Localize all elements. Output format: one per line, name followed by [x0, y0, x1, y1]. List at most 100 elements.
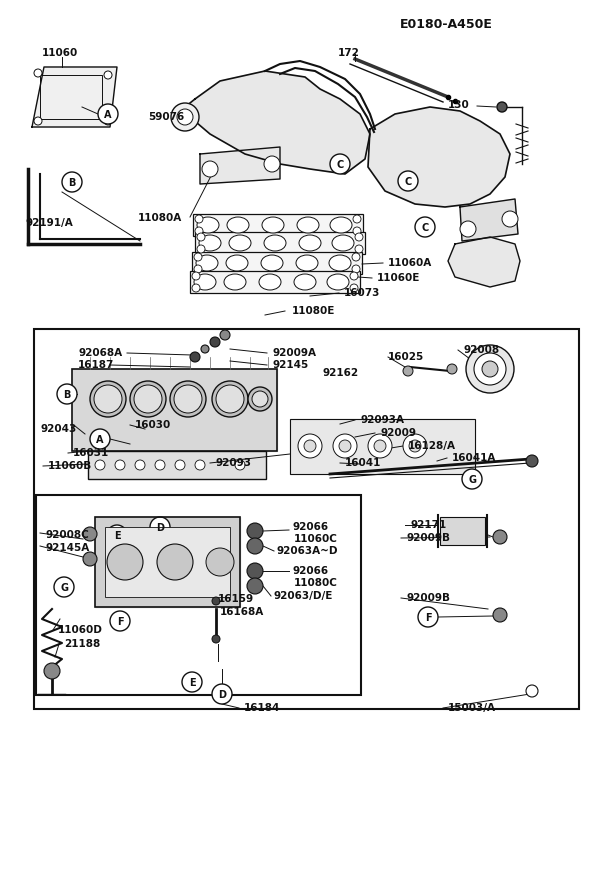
Text: 92066: 92066 — [292, 565, 328, 575]
Ellipse shape — [196, 255, 218, 271]
Text: 92009A: 92009A — [272, 348, 316, 357]
Circle shape — [94, 385, 122, 414]
Ellipse shape — [194, 275, 216, 291]
Circle shape — [353, 216, 361, 224]
Circle shape — [57, 385, 77, 405]
Circle shape — [107, 544, 143, 580]
Text: 16128/A: 16128/A — [408, 441, 456, 450]
Text: 16184: 16184 — [244, 702, 280, 712]
Text: 11060E: 11060E — [377, 273, 420, 283]
Circle shape — [194, 254, 202, 262]
Circle shape — [497, 103, 507, 113]
Text: 11080A: 11080A — [138, 212, 182, 223]
Text: A: A — [104, 110, 112, 120]
Circle shape — [130, 382, 166, 418]
Circle shape — [171, 104, 199, 132]
Bar — [72, 370, 277, 451]
Ellipse shape — [261, 255, 283, 271]
Circle shape — [248, 387, 272, 412]
Bar — [190, 271, 360, 293]
Text: 92066: 92066 — [292, 522, 328, 531]
Text: D: D — [218, 689, 226, 699]
Text: E0180-A450E: E0180-A450E — [400, 18, 493, 31]
Text: 92043: 92043 — [40, 423, 76, 434]
Text: 92068A: 92068A — [78, 348, 122, 357]
Circle shape — [247, 564, 263, 579]
Circle shape — [418, 608, 438, 627]
Circle shape — [182, 673, 202, 692]
Ellipse shape — [264, 235, 286, 252]
Text: C: C — [336, 160, 343, 169]
Circle shape — [157, 544, 193, 580]
Circle shape — [526, 685, 538, 697]
Text: 130: 130 — [448, 100, 470, 110]
Text: 16073: 16073 — [344, 288, 381, 298]
Circle shape — [194, 266, 202, 274]
Text: 92008C: 92008C — [45, 529, 88, 539]
Circle shape — [330, 155, 350, 175]
Text: 92009: 92009 — [380, 428, 416, 437]
Text: 92063A~D: 92063A~D — [276, 545, 337, 556]
Ellipse shape — [224, 275, 246, 291]
Bar — [290, 420, 475, 474]
Text: F: F — [425, 612, 431, 623]
Text: 11060: 11060 — [42, 48, 78, 58]
Circle shape — [212, 684, 232, 704]
Circle shape — [460, 222, 476, 238]
Text: 92162: 92162 — [322, 368, 358, 378]
Circle shape — [83, 552, 97, 566]
Circle shape — [110, 611, 130, 631]
Circle shape — [216, 385, 244, 414]
Circle shape — [350, 284, 358, 292]
Polygon shape — [448, 238, 520, 288]
Text: 16041A: 16041A — [452, 452, 496, 463]
Circle shape — [34, 118, 42, 126]
Circle shape — [247, 523, 263, 539]
Circle shape — [90, 382, 126, 418]
Circle shape — [409, 441, 421, 452]
Circle shape — [174, 385, 202, 414]
Text: 11060B: 11060B — [48, 460, 92, 471]
Text: ntParts.com: ntParts.com — [261, 455, 329, 464]
Circle shape — [34, 70, 42, 78]
Ellipse shape — [229, 235, 251, 252]
Ellipse shape — [299, 235, 321, 252]
Circle shape — [62, 173, 82, 193]
Circle shape — [210, 338, 220, 348]
Bar — [88, 451, 266, 479]
Text: 16030: 16030 — [135, 420, 171, 429]
Circle shape — [201, 346, 209, 354]
Ellipse shape — [197, 218, 219, 234]
Bar — [192, 253, 362, 275]
Circle shape — [374, 441, 386, 452]
Circle shape — [98, 104, 118, 125]
Text: 16025: 16025 — [388, 351, 424, 362]
Circle shape — [447, 364, 457, 375]
Text: 11060C: 11060C — [294, 534, 338, 543]
Ellipse shape — [259, 275, 281, 291]
Polygon shape — [72, 370, 277, 451]
Circle shape — [368, 435, 392, 458]
Circle shape — [474, 354, 506, 385]
Bar — [440, 517, 485, 545]
Circle shape — [190, 353, 200, 363]
Bar — [105, 528, 230, 597]
Circle shape — [493, 608, 507, 623]
Text: E: E — [114, 530, 120, 540]
Polygon shape — [185, 72, 370, 175]
Text: 92191/A: 92191/A — [25, 218, 73, 227]
Circle shape — [304, 441, 316, 452]
Text: 172: 172 — [338, 48, 360, 58]
Circle shape — [355, 234, 363, 241]
Text: E: E — [189, 677, 195, 687]
Circle shape — [235, 460, 245, 471]
Text: 11060D: 11060D — [58, 624, 103, 634]
Ellipse shape — [332, 235, 354, 252]
Text: 16159: 16159 — [218, 594, 254, 603]
Text: 92009B: 92009B — [406, 532, 450, 543]
Circle shape — [212, 382, 248, 418]
Circle shape — [107, 525, 127, 545]
Circle shape — [54, 578, 74, 597]
Circle shape — [526, 456, 538, 467]
Circle shape — [197, 234, 205, 241]
